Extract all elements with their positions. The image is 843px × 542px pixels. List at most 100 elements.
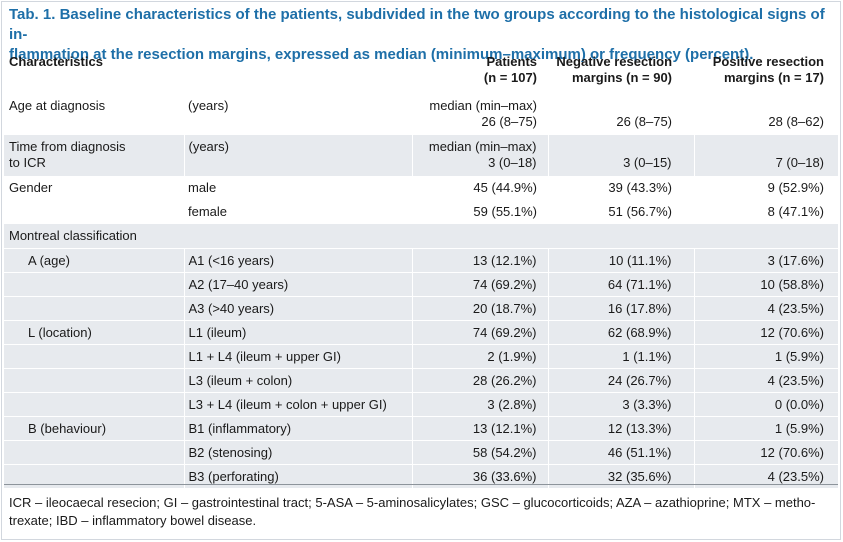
row-label: Montreal classification (9, 228, 137, 243)
row-group: A (age) (4, 247, 184, 272)
cell-positive: 12 (70.6%) (693, 319, 839, 344)
row-sub: L1 (ileum) (183, 319, 413, 344)
caption-line-1: Tab. 1. Baseline characteristics of the … (9, 6, 825, 43)
row-sub: B3 (perforating) (183, 463, 413, 488)
cell-negative: 39 (43.3%) (608, 180, 673, 195)
header-patients-line2: (n = 107) (483, 70, 538, 85)
cell-value: 3 (0–15) (623, 155, 672, 170)
row-sub: B1 (inflammatory) (183, 415, 413, 440)
cell-positive: 1 (5.9%) (693, 343, 839, 368)
table-row: Montreal classification (4, 224, 839, 248)
row-label-line1: Time from diagnosis (9, 139, 126, 154)
cell-positive: 3 (17.6%) (693, 247, 839, 272)
cell-note: median (min–max) (429, 98, 538, 113)
cell-negative: 64 (71.1%) (547, 271, 695, 296)
table-caption: Tab. 1. Baseline characteristics of the … (9, 5, 834, 65)
header-positive-line1: Positive resection (712, 54, 825, 69)
cell-patients: 58 (54.2%) (411, 439, 549, 464)
header-positive-line2: margins (n = 17) (723, 70, 825, 85)
row-group: B (behaviour) (4, 415, 184, 440)
cell-value: 3 (0–18) (488, 155, 537, 170)
cell-negative: 1 (1.1%) (547, 343, 695, 368)
row-sub: A1 (<16 years) (183, 247, 413, 272)
cell-value: 26 (8–75) (616, 114, 673, 129)
row-sub: B2 (stenosing) (183, 439, 413, 464)
cell-patients: median (min–max) 26 (8–75) (412, 94, 548, 135)
cell-value: 28 (8–62) (768, 114, 825, 129)
table-row: L1 + L4 (ileum + upper GI) 2 (1.9%) 1 (1… (4, 343, 839, 368)
header-positive: Positive resection margins (n = 17) (694, 50, 838, 94)
footnote-line-2: trexate; IBD – inflammatory bowel diseas… (9, 513, 257, 528)
table-row: B2 (stenosing) 58 (54.2%) 46 (51.1%) 12 … (4, 439, 839, 464)
cell-negative: 46 (51.1%) (547, 439, 695, 464)
header-patients: Patients (n = 107) (412, 50, 548, 94)
header-patients-line1: Patients (486, 54, 538, 69)
table-row: Gender male 45 (44.9%) 39 (43.3%) 9 (52.… (4, 176, 838, 200)
table-row: L (location) L1 (ileum) 74 (69.2%) 62 (6… (4, 319, 839, 344)
header-negative-line1: Negative resection (556, 54, 673, 69)
cell-value: 7 (0–18) (775, 155, 825, 170)
row-sub: male (188, 180, 217, 195)
cell-patients: median (min–max) 3 (0–18) (411, 135, 549, 176)
cell-negative: 51 (56.7%) (608, 204, 673, 219)
row-label: Time from diagnosis to ICR (4, 135, 184, 176)
cell-positive: 12 (70.6%) (693, 439, 839, 464)
row-sub: female (188, 204, 228, 219)
row-sub: A2 (17–40 years) (183, 271, 413, 296)
table-row: L3 (ileum + colon) 28 (26.2%) 24 (26.7%)… (4, 367, 839, 392)
table-row: B (behaviour) B1 (inflammatory) 13 (12.1… (4, 415, 839, 440)
cell-negative: 16 (17.8%) (547, 295, 695, 320)
row-sub: L3 + L4 (ileum + colon + upper GI) (183, 391, 413, 416)
cell-negative: 12 (13.3%) (547, 415, 695, 440)
cell-patients: 2 (1.9%) (411, 343, 549, 368)
row-sub: L1 + L4 (ileum + upper GI) (183, 343, 413, 368)
cell-positive: 10 (58.8%) (693, 271, 839, 296)
cell-patients: 28 (26.2%) (411, 367, 549, 392)
table-row: A2 (17–40 years) 74 (69.2%) 64 (71.1%) 1… (4, 271, 839, 296)
header-negative: Negative resection margins (n = 90) (548, 50, 694, 94)
cell-positive: 8 (47.1%) (767, 204, 825, 219)
cell-patients: 13 (12.1%) (411, 415, 549, 440)
row-sub: A3 (>40 years) (183, 295, 413, 320)
header-negative-line2: margins (n = 90) (571, 70, 673, 85)
cell-positive: 4 (23.5%) (693, 463, 839, 488)
cell-positive: 0 (0.0%) (693, 391, 839, 416)
cell-negative: 24 (26.7%) (547, 367, 695, 392)
cell-positive: 9 (52.9%) (767, 180, 825, 195)
row-unit: (years) (183, 135, 413, 176)
table-header-row: Characteristics Patients (n = 107) Negat… (4, 50, 838, 94)
cell-patients: 59 (55.1%) (473, 204, 538, 219)
table-row: female 59 (55.1%) 51 (56.7%) 8 (47.1%) (4, 200, 838, 224)
header-characteristics: Characteristics (9, 54, 103, 69)
cell-note: median (min–max) (428, 139, 537, 154)
table-row: A (age) A1 (<16 years) 13 (12.1%) 10 (11… (4, 247, 839, 272)
cell-positive: 1 (5.9%) (693, 415, 839, 440)
table-row: A3 (>40 years) 20 (18.7%) 16 (17.8%) 4 (… (4, 295, 839, 320)
cell-positive: 7 (0–18) (693, 135, 839, 176)
cell-negative: 26 (8–75) (548, 94, 694, 135)
cell-positive: 4 (23.5%) (693, 295, 839, 320)
cell-negative: 10 (11.1%) (547, 247, 695, 272)
table-row: L3 + L4 (ileum + colon + upper GI) 3 (2.… (4, 391, 839, 416)
row-label-line2: to ICR (9, 155, 46, 170)
row-unit: (years) (188, 98, 229, 113)
table-row: Age at diagnosis (years) median (min–max… (4, 94, 838, 135)
cell-patients: 36 (33.6%) (411, 463, 549, 488)
cell-patients: 13 (12.1%) (411, 247, 549, 272)
cell-positive: 28 (8–62) (694, 94, 838, 135)
cell-patients: 74 (69.2%) (411, 271, 549, 296)
row-label: Gender (9, 180, 53, 195)
cell-negative: 32 (35.6%) (547, 463, 695, 488)
row-group: L (location) (4, 319, 184, 344)
baseline-table: Characteristics Patients (n = 107) Negat… (4, 50, 839, 488)
cell-positive: 4 (23.5%) (693, 367, 839, 392)
table-row: Time from diagnosis to ICR (years) media… (4, 135, 839, 176)
cell-negative: 3 (0–15) (547, 135, 695, 176)
table-footnote: ICR – ileocaecal resecion; GI – gastroin… (4, 484, 838, 530)
footnote-line-1: ICR – ileocaecal resecion; GI – gastroin… (9, 495, 816, 510)
cell-patients: 45 (44.9%) (473, 180, 538, 195)
row-sub: L3 (ileum + colon) (183, 367, 413, 392)
row-label: Age at diagnosis (9, 98, 106, 113)
cell-patients: 74 (69.2%) (411, 319, 549, 344)
cell-value: 26 (8–75) (481, 114, 538, 129)
